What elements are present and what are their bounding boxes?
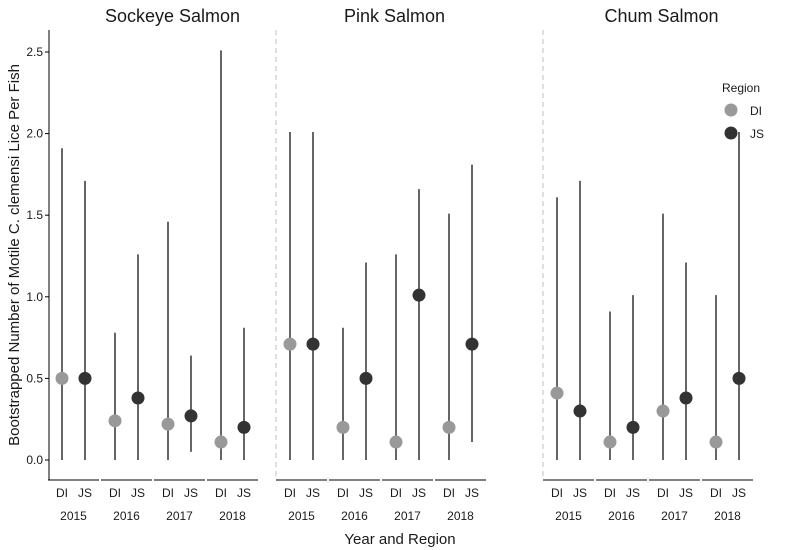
y-tick-label: 0.0 <box>26 453 43 467</box>
data-point <box>626 420 640 434</box>
data-point <box>442 420 456 434</box>
x-tick-label-region: DI <box>215 486 227 500</box>
x-tick-label-region: JS <box>237 486 251 500</box>
x-tick-label-year: 2018 <box>447 509 474 523</box>
data-point <box>306 337 320 351</box>
x-tick-label-year: 2015 <box>288 509 315 523</box>
y-axis: 0.0 0.5 1.0 1.5 2.0 2.5 <box>26 30 50 480</box>
x-tick-label-year: 2016 <box>113 509 140 523</box>
legend-swatch <box>724 126 738 140</box>
x-tick-label-region: DI <box>710 486 722 500</box>
data-point <box>237 420 251 434</box>
data-point <box>359 371 373 385</box>
x-tick-label-region: JS <box>306 486 320 500</box>
data-point <box>336 420 350 434</box>
data-point <box>573 404 587 418</box>
y-axis-title: Bootstrapped Number of Motile C. clemens… <box>6 64 23 446</box>
legend-label: JS <box>750 127 764 141</box>
x-tick-label-region: DI <box>337 486 349 500</box>
data-point <box>656 404 670 418</box>
x-tick-label-year: 2015 <box>60 509 87 523</box>
y-tick-label: 1.0 <box>26 290 43 304</box>
x-tick-label-region: JS <box>679 486 693 500</box>
x-tick-label-year: 2017 <box>166 509 193 523</box>
data-point <box>78 371 92 385</box>
data-point <box>550 386 564 400</box>
data-point <box>108 414 122 428</box>
legend-swatch <box>724 103 738 117</box>
legend-title: Region <box>722 81 760 95</box>
panels: Sockeye Salmon Pink Salmon Chum Salmon <box>55 6 746 480</box>
x-axis: DI JS 2015 DI JS 2016 DI JS 2017 DI JS 2018 DI JS 2015… <box>48 479 753 523</box>
data-point <box>55 371 69 385</box>
data-point <box>603 435 617 449</box>
x-tick-label-region: JS <box>184 486 198 500</box>
data-point <box>214 435 228 449</box>
x-tick-label-region: DI <box>109 486 121 500</box>
x-tick-label-region: JS <box>626 486 640 500</box>
x-tick-label-year: 2017 <box>394 509 421 523</box>
x-tick-label-region: DI <box>443 486 455 500</box>
x-tick-label-region: DI <box>604 486 616 500</box>
data-point <box>465 337 479 351</box>
y-tick-label: 2.0 <box>26 127 43 141</box>
x-tick-label-year: 2016 <box>341 509 368 523</box>
x-tick-label-region: DI <box>56 486 68 500</box>
x-tick-label-region: DI <box>162 486 174 500</box>
x-tick-label-region: JS <box>412 486 426 500</box>
x-tick-label-region: JS <box>131 486 145 500</box>
data-point <box>709 435 723 449</box>
x-tick-label-year: 2018 <box>219 509 246 523</box>
y-tick-label: 0.5 <box>26 371 43 385</box>
x-tick-label-region: DI <box>284 486 296 500</box>
x-tick-label-region: JS <box>78 486 92 500</box>
panel-title: Sockeye Salmon <box>105 6 240 26</box>
panel-sockeye-salmon: Sockeye Salmon <box>55 6 251 460</box>
x-tick-label-region: JS <box>359 486 373 500</box>
legend-label: DI <box>750 104 762 118</box>
data-point <box>732 371 746 385</box>
panel-title: Pink Salmon <box>344 6 445 26</box>
x-tick-label-region: JS <box>465 486 479 500</box>
x-tick-label-region: DI <box>390 486 402 500</box>
data-point <box>131 391 145 405</box>
x-tick-label-region: JS <box>732 486 746 500</box>
panel-title: Chum Salmon <box>604 6 718 26</box>
data-point <box>184 409 198 423</box>
legend: Region DI JS <box>722 81 764 141</box>
data-point <box>679 391 693 405</box>
data-point <box>389 435 403 449</box>
x-tick-label-region: DI <box>551 486 563 500</box>
panel-chum-salmon: Chum Salmon <box>550 6 746 460</box>
x-tick-label-region: JS <box>573 486 587 500</box>
y-tick-label: 2.5 <box>26 45 43 59</box>
y-tick-label: 1.5 <box>26 208 43 222</box>
x-axis-title: Year and Region <box>344 531 455 548</box>
data-point <box>412 288 426 302</box>
x-tick-label-year: 2017 <box>661 509 688 523</box>
x-tick-label-year: 2015 <box>555 509 582 523</box>
x-tick-label-region: DI <box>657 486 669 500</box>
data-point <box>161 417 175 431</box>
panel-pink-salmon: Pink Salmon <box>283 6 479 460</box>
x-tick-label-year: 2016 <box>608 509 635 523</box>
data-point <box>283 337 297 351</box>
x-tick-label-year: 2018 <box>714 509 741 523</box>
